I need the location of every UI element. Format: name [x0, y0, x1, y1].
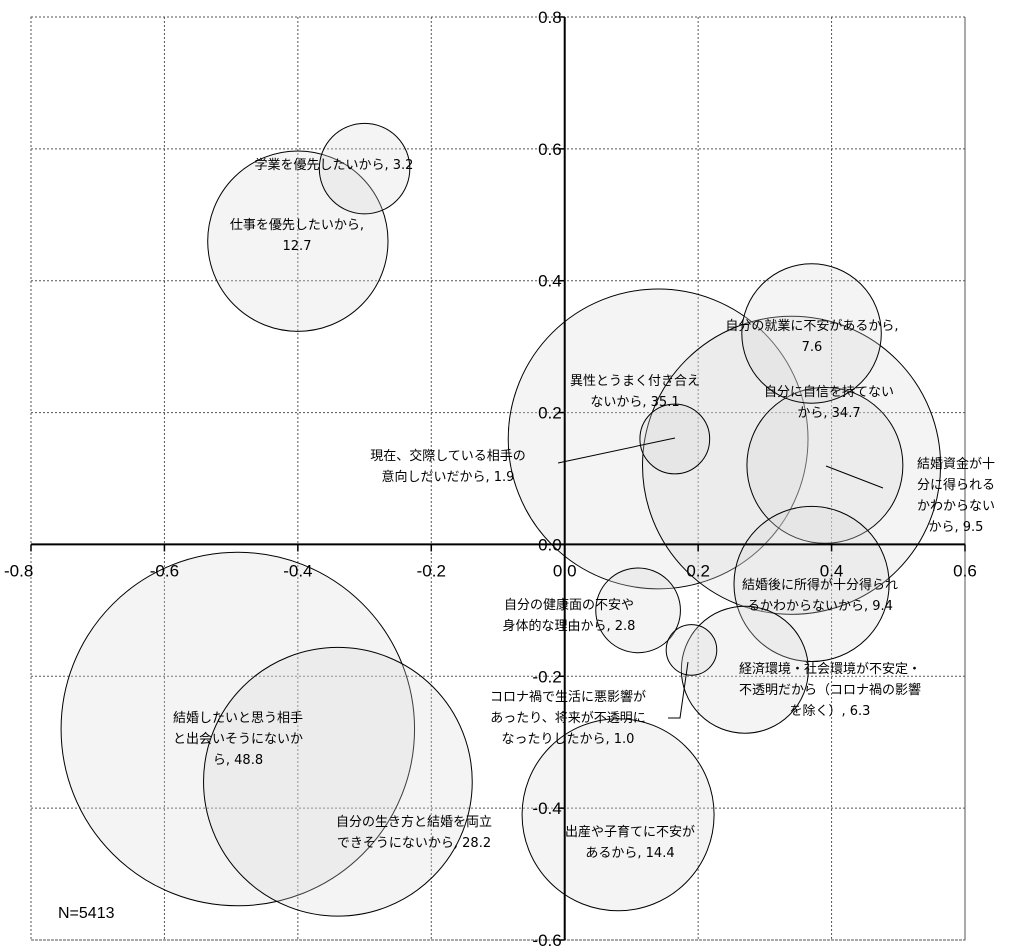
- bubble-label-11: コロナ禍で生活に悪影響が: [490, 689, 646, 705]
- x-tick-label: -0.6: [150, 561, 179, 580]
- bubble-label-4: 異性とうまく付き合え: [570, 374, 700, 389]
- y-tick-label: 0.2: [538, 404, 562, 423]
- y-tick-label: 0.6: [538, 140, 562, 159]
- bubble-label-12: 結婚したいと思う相手: [173, 711, 303, 726]
- bubble-3: [741, 263, 882, 404]
- y-tick-label: 0.4: [538, 272, 562, 291]
- bubble-label-2: 12.7: [283, 239, 312, 254]
- x-tick-label: -0.4: [283, 561, 312, 580]
- bubble-2: [207, 150, 389, 332]
- x-tick-label: 0.4: [820, 561, 844, 580]
- x-tick-label: -0.2: [417, 561, 446, 580]
- bubble-label-6: 現在、交際している相手の: [370, 448, 526, 464]
- leader-lines: [557, 437, 884, 719]
- bubble-9: [595, 567, 681, 654]
- bubble-labels: 学業を優先したいから, 3.2 仕事を優先したいから, 12.7 自分の就業に不安があ…: [173, 157, 995, 861]
- y-tick-label: 0.0: [538, 535, 562, 554]
- bubble-14: [521, 718, 715, 912]
- y-tick-label: -0.6: [532, 931, 561, 950]
- leader-line-7: [825, 465, 884, 489]
- bubble-label-8: 結婚後に所得が十分得られ: [742, 577, 898, 593]
- bubble-6: [639, 403, 711, 475]
- bubble-label-10: 不透明だから（コロナ禍の影響: [739, 682, 921, 698]
- bubble-label-12: ら, 48.8: [213, 753, 263, 768]
- bubble-label-6: 意向しだいだから, 1.9: [382, 469, 515, 485]
- bubble-label-2: 仕事を優先したいから,: [230, 218, 364, 233]
- x-tick-label: 0.6: [953, 561, 977, 580]
- bubble-label-9: 身体的な理由から, 2.8: [503, 618, 636, 634]
- bubble-label-10: を除く）, 6.3: [790, 704, 871, 719]
- bubble-4: [507, 288, 809, 590]
- bubble-label-11: あったり、将来が不透明に: [490, 711, 645, 726]
- bubble-13: [203, 646, 473, 917]
- bubble-label-5: から, 34.7: [797, 406, 860, 421]
- bubble-label-12: と出会いそうにないか: [173, 732, 303, 747]
- bubble-label-10: 経済環境・社会環境が不安定・: [739, 661, 921, 677]
- bubble-label-4: ないから, 35.1: [590, 395, 679, 410]
- plot-border: [30, 16, 966, 941]
- y-tick-label: 0.8: [538, 8, 562, 27]
- bubble-label-7: 分に得られる: [917, 477, 995, 493]
- tick-labels: -0.8 -0.6 -0.4 -0.2 0.0 0.2 0.4 0.6 0.8 0.6 0.4 0.2…: [4, 8, 977, 950]
- bubble-label-9: 自分の健康面の不安や: [504, 597, 634, 613]
- bubble-label-14: 出産や子育てに不安が: [565, 824, 695, 840]
- axes: [30, 16, 966, 941]
- sample-size-note: N=5413: [58, 905, 115, 922]
- bubble-label-3: 自分の就業に不安があるから,: [725, 318, 898, 334]
- bubbles: [60, 122, 942, 917]
- bubble-label-13: できそうにないから, 28.2: [337, 836, 491, 851]
- bubble-label-7: かわからない: [917, 499, 995, 514]
- leader-line-6: [557, 437, 676, 464]
- x-tick-label: 0.2: [686, 561, 710, 580]
- bubble-label-7: 結婚資金が十: [917, 456, 995, 472]
- bubble-5: [642, 315, 942, 615]
- x-tick-label: 0.0: [553, 561, 577, 580]
- bubble-label-1: 学業を優先したいから, 3.2: [255, 157, 414, 173]
- y-tick-label: -0.4: [532, 799, 561, 818]
- bubble-label-3: 7.6: [802, 340, 823, 355]
- bubble-label-13: 自分の生き方と結婚を両立: [336, 814, 492, 830]
- bubble-label-11: なったりしたから, 1.0: [502, 732, 635, 747]
- x-tick-label: -0.8: [4, 561, 33, 580]
- bubble-label-14: あるから, 14.4: [585, 846, 674, 861]
- bubble-10: [680, 605, 809, 734]
- bubble-11: [665, 624, 718, 676]
- bubble-7: [746, 386, 904, 544]
- bubble-label-7: から, 9.5: [929, 520, 984, 535]
- bubble-label-8: るかわからないから, 9.4: [747, 599, 893, 614]
- y-tick-label: -0.2: [532, 667, 561, 686]
- bubble-label-5: 自分に自信を持てない: [764, 385, 894, 400]
- leader-line-11: [668, 661, 689, 719]
- bubble-12: [60, 551, 416, 907]
- bubble-1: [318, 122, 411, 215]
